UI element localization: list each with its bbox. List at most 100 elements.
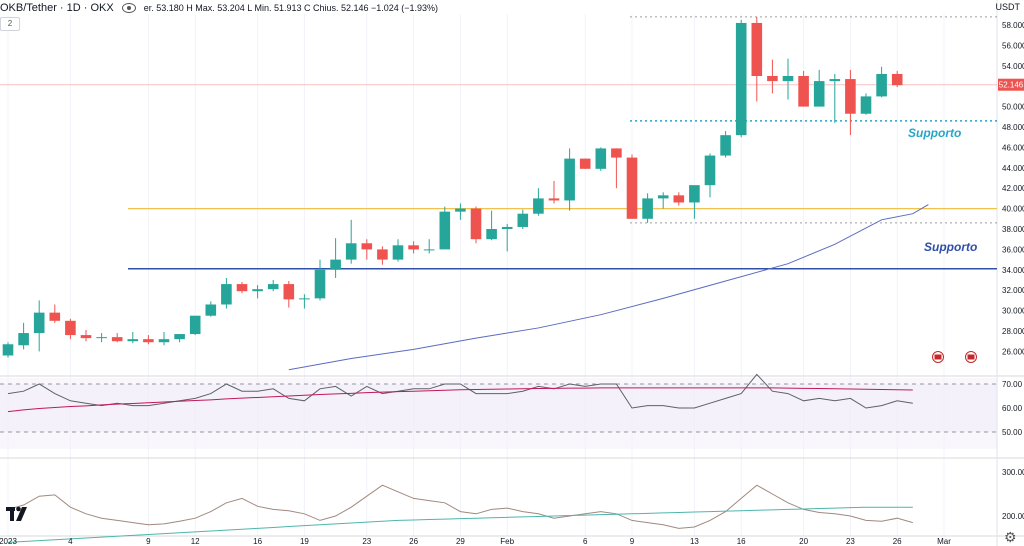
candle-body [470,208,482,240]
eye-icon[interactable] [121,3,136,13]
candle-body [205,304,217,316]
candle-body [65,320,76,336]
candle-body [2,344,14,356]
price-tick-label: 46.000 [1002,143,1024,152]
axis-unit[interactable]: USDT [995,2,1021,12]
indicator-collapse-button[interactable]: 2 [0,17,20,31]
current-price-label: 52.146 [999,81,1024,90]
time-tick-label: 13 [690,537,699,546]
candle-body [18,333,29,346]
grid [7,14,945,536]
candle-body [330,259,341,270]
time-tick-label: 19 [300,537,309,546]
candle-body [611,148,622,158]
oscillator-tick-label: 200.00 [1002,512,1024,521]
candle-body [392,245,404,260]
candle-body [626,157,638,219]
candle-body [143,339,154,343]
oscillator-ma-line [7,506,913,543]
oscillator-line [7,484,913,529]
tradingview-logo-icon[interactable] [6,503,32,525]
symbol-legend[interactable]: OKB/Tether · 1D · OKX er. 53.180 H Max. … [0,2,438,14]
oscillator-tick-label: 300.00 [1002,468,1024,477]
gear-icon[interactable]: ⚙ [1004,529,1017,545]
candle-body [267,284,279,290]
axes[interactable]: 58.00056.00054.00052.00050.00048.00046.0… [0,21,1024,546]
candle-body [361,243,373,250]
time-tick-label: Mar [937,537,951,546]
flag-icon [934,354,942,360]
candle-body [111,337,123,342]
candle-body [735,22,747,136]
candle-body [236,284,248,292]
candle-body [252,289,263,292]
ohlc-values: er. 53.180 H Max. 53.204 L Min. 51.913 C… [143,3,439,13]
candle-body [579,158,591,169]
time-tick-label: 16 [737,537,746,546]
price-tick-label: 28.000 [1002,327,1024,336]
candle-body [408,245,419,250]
price-tick-label: 54.000 [1002,62,1024,71]
candle-body [845,79,856,114]
flag-icon [967,354,975,360]
price-tick-label: 38.000 [1002,225,1024,234]
candlestick-series [2,16,903,358]
candle-body [501,226,513,229]
candle-body [657,195,669,199]
indicator-lines [0,373,997,543]
support-lower-label: Supporto [924,240,978,254]
time-tick-label: 9 [630,537,635,546]
candle-body [876,73,887,97]
candle-body [158,339,170,343]
moving-average [288,204,929,371]
time-tick-label: 6 [583,537,588,546]
candle-body [751,22,763,76]
candle-body [829,79,841,82]
symbol-title[interactable]: OKB/Tether · 1D · OKX [0,2,114,14]
rsi-panel-bg [0,378,997,449]
price-tick-label: 36.000 [1002,245,1024,254]
rsi-tick-label: 50.00 [1002,428,1023,437]
candle-body [314,269,326,299]
candle-body [813,81,825,107]
candle-body [595,148,607,169]
candle-body [33,312,45,334]
candle-body [673,195,685,203]
support-upper-label: Supporto [908,126,962,140]
candle-body [517,213,529,227]
candle-body [80,335,92,339]
price-tick-label: 50.000 [1002,103,1024,112]
current-price-badge [998,78,1024,91]
candle-body [533,198,544,214]
candle-body [377,249,388,260]
candle-body [345,243,357,260]
rsi-ma-line [7,387,913,413]
price-tick-label: 30.000 [1002,307,1024,316]
rsi-tick-label: 70.00 [1002,380,1023,389]
candle-body [891,73,903,86]
price-tick-label: 34.000 [1002,266,1024,275]
candle-body [439,211,451,250]
candle-body [127,339,139,342]
candle-body [455,208,466,212]
candle-body [720,135,731,156]
time-tick-label: Feb [500,537,514,546]
time-tick-label: 20 [799,537,808,546]
time-tick-label: 2023 [0,537,17,546]
candle-body [767,76,778,82]
candle-body [564,158,575,201]
candle-body [782,76,794,82]
price-tick-label: 58.000 [1002,21,1024,30]
price-tick-label: 48.000 [1002,123,1024,132]
price-tick-label: 32.000 [1002,286,1024,295]
horizontal-levels[interactable] [0,16,997,270]
time-tick-label: 29 [456,537,465,546]
price-tick-label: 40.000 [1002,205,1024,214]
rsi-line [7,373,913,409]
candle-body [423,249,435,251]
time-tick-label: 26 [893,537,902,546]
candle-body [798,76,809,107]
candle-body [174,334,185,340]
